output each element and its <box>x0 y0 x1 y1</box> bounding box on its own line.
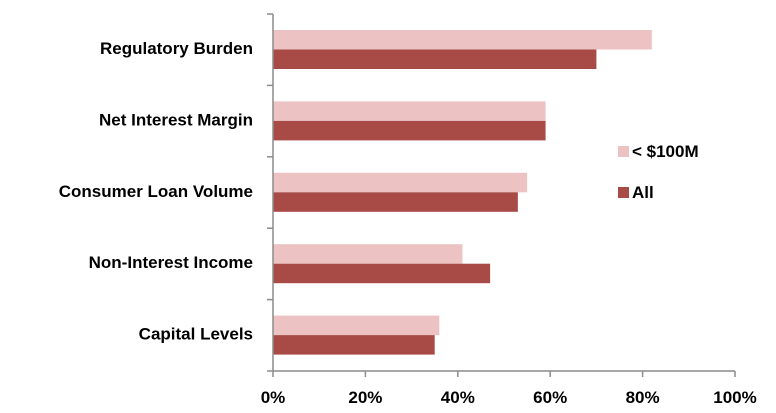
x-tick-label-60: 60% <box>533 388 567 407</box>
labels-group: Regulatory Burden Net Interest Margin Cons… <box>59 39 757 407</box>
axes-group <box>267 13 736 377</box>
x-tick-label-0: 0% <box>261 388 286 407</box>
category-label-consumer-loan-volume: Consumer Loan Volume <box>59 182 253 201</box>
x-tick-label-80: 80% <box>626 388 660 407</box>
legend-swatch-100m <box>618 146 629 157</box>
x-tick-label-100: 100% <box>713 388 756 407</box>
legend: < $100M All <box>618 142 699 202</box>
bars-group <box>273 30 652 355</box>
bar-all-net-interest-margin <box>273 120 546 141</box>
legend-label-all: All <box>632 183 654 202</box>
category-label-capital-levels: Capital Levels <box>139 325 253 344</box>
bar-100m-net-interest-margin <box>273 101 546 121</box>
bar-all-consumer-loan-volume <box>273 192 518 212</box>
bar-100m-capital-levels <box>273 315 440 336</box>
bar-100m-non-interest-income <box>273 244 463 264</box>
x-tick-label-20: 20% <box>348 388 382 407</box>
legend-swatch-all <box>618 187 629 198</box>
category-label-net-interest-margin: Net Interest Margin <box>99 110 253 129</box>
legend-label-100m: < $100M <box>632 142 699 161</box>
bar-100m-regulatory-burden <box>273 30 652 50</box>
bar-all-regulatory-burden <box>273 49 597 69</box>
x-tick-label-40: 40% <box>441 388 475 407</box>
bar-100m-consumer-loan-volume <box>273 172 528 193</box>
bar-all-capital-levels <box>273 335 435 355</box>
bar-all-non-interest-income <box>273 263 491 284</box>
category-label-regulatory-burden: Regulatory Burden <box>100 39 253 58</box>
category-label-non-interest-income: Non-Interest Income <box>89 253 253 272</box>
